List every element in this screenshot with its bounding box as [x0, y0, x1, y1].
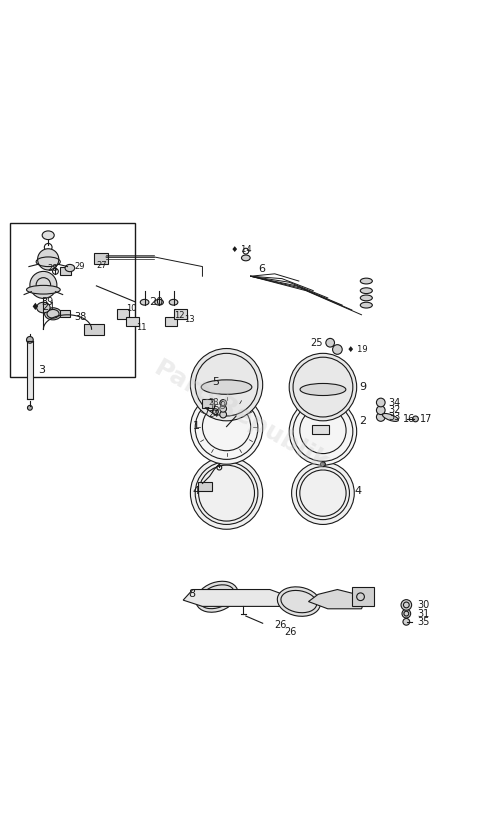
Text: 35: 35 [417, 617, 429, 626]
Bar [126, 317, 139, 326]
Ellipse shape [155, 300, 163, 305]
Circle shape [30, 271, 57, 299]
Bar [10, 223, 135, 378]
Text: 29: 29 [75, 262, 85, 271]
Text: 33: 33 [388, 412, 400, 422]
Text: 4: 4 [193, 486, 200, 496]
Circle shape [401, 600, 412, 610]
Circle shape [403, 618, 410, 625]
Ellipse shape [361, 288, 373, 294]
Ellipse shape [382, 414, 399, 422]
Circle shape [402, 609, 411, 618]
Circle shape [292, 462, 354, 524]
Bar [352, 587, 374, 607]
Text: 39: 39 [41, 297, 53, 307]
Ellipse shape [37, 302, 50, 313]
Text: 16: 16 [402, 414, 415, 423]
Text: ♦ 19: ♦ 19 [347, 345, 368, 354]
Ellipse shape [277, 587, 321, 617]
Text: 38: 38 [75, 312, 87, 322]
Text: 5: 5 [212, 377, 219, 387]
Bar [27, 341, 33, 399]
Circle shape [326, 339, 335, 347]
Circle shape [289, 398, 357, 465]
Ellipse shape [65, 265, 75, 271]
Ellipse shape [361, 302, 373, 308]
Text: 12: 12 [174, 311, 185, 320]
Text: 24: 24 [209, 410, 219, 419]
Text: 11: 11 [136, 323, 147, 332]
Text: 30: 30 [417, 600, 429, 610]
Circle shape [413, 416, 418, 422]
Ellipse shape [241, 255, 250, 260]
Text: 9: 9 [219, 401, 226, 411]
Circle shape [220, 411, 227, 418]
Text: 9: 9 [359, 382, 366, 392]
Text: 32: 32 [388, 405, 401, 415]
Circle shape [38, 249, 59, 270]
Circle shape [190, 392, 263, 464]
Bar [312, 424, 329, 434]
Circle shape [333, 344, 342, 354]
Ellipse shape [201, 380, 252, 394]
Text: 26: 26 [275, 620, 287, 630]
Circle shape [213, 409, 218, 414]
Text: 27: 27 [96, 261, 107, 270]
Circle shape [27, 405, 32, 410]
Text: 23: 23 [209, 399, 219, 408]
Circle shape [190, 457, 263, 529]
Text: 26: 26 [284, 627, 297, 637]
Bar [165, 317, 177, 326]
Ellipse shape [361, 295, 373, 301]
Bar [84, 324, 104, 335]
Circle shape [376, 406, 385, 414]
Text: ♦ 14: ♦ 14 [231, 245, 251, 255]
Text: 15: 15 [209, 404, 219, 414]
Text: 3: 3 [39, 365, 46, 375]
Text: 25: 25 [310, 338, 323, 348]
Ellipse shape [27, 285, 60, 294]
Text: 10: 10 [126, 304, 137, 313]
Circle shape [376, 413, 385, 421]
Polygon shape [183, 590, 299, 607]
Circle shape [220, 399, 227, 406]
Ellipse shape [361, 278, 373, 284]
Circle shape [190, 349, 263, 421]
Bar [94, 253, 108, 264]
Circle shape [321, 462, 325, 467]
Text: 1: 1 [193, 421, 200, 431]
Ellipse shape [196, 582, 238, 612]
Text: 20: 20 [149, 297, 163, 307]
Polygon shape [308, 590, 366, 609]
Text: 13: 13 [184, 315, 195, 324]
Text: 4: 4 [354, 486, 362, 496]
Ellipse shape [169, 300, 178, 305]
Circle shape [27, 336, 33, 344]
Bar [198, 482, 212, 491]
Ellipse shape [300, 384, 346, 395]
Ellipse shape [44, 308, 62, 319]
Text: PartsRepublik: PartsRepublik [149, 356, 333, 476]
Text: 2: 2 [359, 416, 366, 426]
Text: ♦ 21: ♦ 21 [31, 301, 55, 312]
Text: 6: 6 [258, 264, 265, 274]
Circle shape [376, 399, 385, 407]
Bar [202, 399, 214, 408]
Ellipse shape [42, 231, 54, 240]
Text: 7: 7 [203, 407, 210, 417]
Ellipse shape [140, 300, 149, 305]
Circle shape [289, 354, 357, 421]
Text: 31: 31 [417, 609, 429, 619]
Bar [60, 310, 70, 317]
Bar [174, 309, 187, 319]
Bar [117, 309, 129, 319]
Circle shape [220, 405, 227, 412]
Text: 8: 8 [188, 589, 195, 599]
Text: 34: 34 [388, 398, 400, 408]
Text: 28: 28 [47, 265, 58, 274]
Bar [60, 267, 71, 275]
Text: 17: 17 [420, 414, 433, 423]
